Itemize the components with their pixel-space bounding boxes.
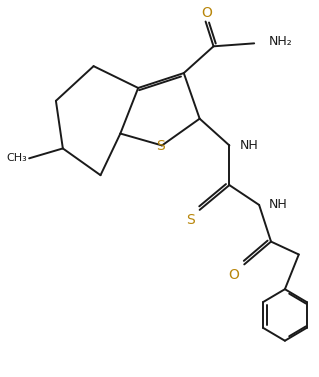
Text: O: O (228, 268, 239, 282)
Text: CH₃: CH₃ (6, 153, 27, 163)
Text: NH: NH (269, 198, 288, 211)
Text: O: O (201, 6, 212, 20)
Text: S: S (157, 139, 165, 153)
Text: NH: NH (239, 139, 258, 152)
Text: S: S (186, 213, 195, 227)
Text: NH₂: NH₂ (269, 35, 293, 48)
